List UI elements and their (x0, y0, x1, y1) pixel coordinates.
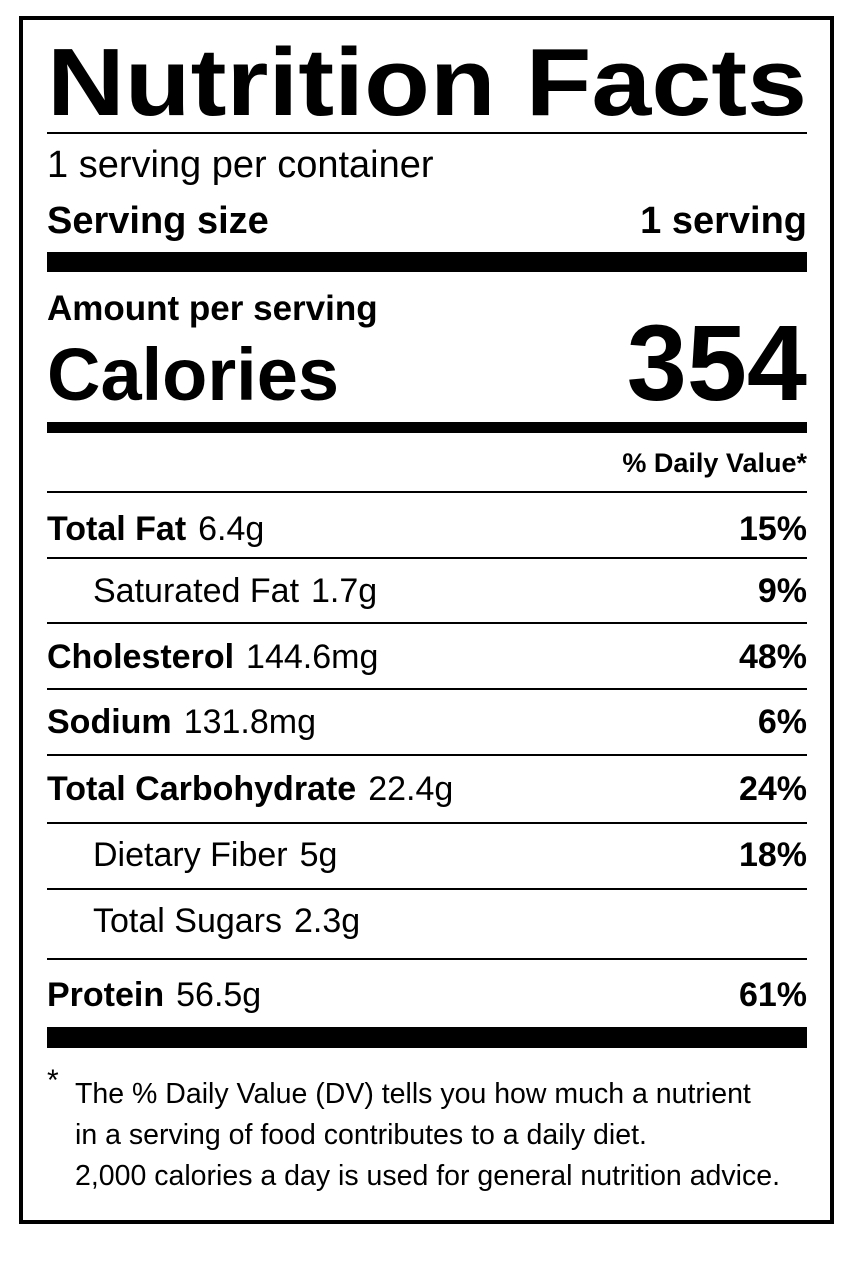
nutrient-amount: 1.7g (311, 572, 377, 610)
divider (47, 557, 807, 559)
servings-per-container: 1 serving per container (47, 144, 434, 186)
footnote-line: The % Daily Value (DV) tells you how muc… (75, 1078, 751, 1110)
nutrient-amount: 131.8mg (184, 703, 316, 741)
daily-value: 9% (758, 572, 807, 610)
nutrient-name: Saturated Fat (93, 572, 300, 610)
nutrient-name: Total Sugars (93, 902, 282, 940)
divider (47, 888, 807, 890)
nutrient-name: Dietary Fiber (93, 836, 288, 874)
title: Nutrition Facts (47, 29, 807, 136)
nutrient-name: Protein (47, 976, 164, 1014)
footnote-line: in a serving of food contributes to a da… (75, 1119, 647, 1151)
daily-value: 18% (739, 836, 807, 874)
daily-value-header: % Daily Value* (622, 448, 807, 478)
divider (47, 622, 807, 624)
serving-size-label: Serving size (47, 200, 269, 242)
divider (47, 491, 807, 493)
daily-value: 48% (739, 638, 807, 676)
daily-value: 61% (739, 976, 807, 1014)
daily-value: 6% (758, 703, 807, 741)
daily-value: 15% (739, 510, 807, 548)
divider (47, 822, 807, 824)
nutrient-amount: 144.6mg (246, 638, 378, 676)
divider (47, 688, 807, 690)
calories-value: 354 (627, 302, 807, 423)
nutrient-amount: 56.5g (176, 976, 261, 1014)
footnote-line: 2,000 calories a day is used for general… (75, 1160, 780, 1192)
nutrient-name: Sodium (47, 703, 172, 741)
nutrient-name: Cholesterol (47, 638, 234, 676)
thick-divider (47, 252, 807, 272)
footnote-marker: * (47, 1064, 59, 1097)
nutrient-amount: 2.3g (294, 902, 360, 940)
divider (47, 132, 807, 134)
amount-per-serving: Amount per serving (47, 289, 378, 328)
nutrient-amount: 6.4g (198, 510, 264, 548)
divider (47, 754, 807, 756)
divider (47, 958, 807, 960)
serving-size-value: 1 serving (640, 200, 807, 242)
nutrient-amount: 5g (300, 836, 338, 874)
daily-value: 24% (739, 770, 807, 808)
label-border (19, 16, 834, 1224)
nutrient-name: Total Fat (47, 510, 186, 548)
nutrient-name: Total Carbohydrate (47, 770, 356, 808)
nutrient-amount: 22.4g (368, 770, 453, 808)
thick-divider (47, 1027, 807, 1048)
medium-divider (47, 422, 807, 433)
calories-label: Calories (47, 333, 339, 416)
